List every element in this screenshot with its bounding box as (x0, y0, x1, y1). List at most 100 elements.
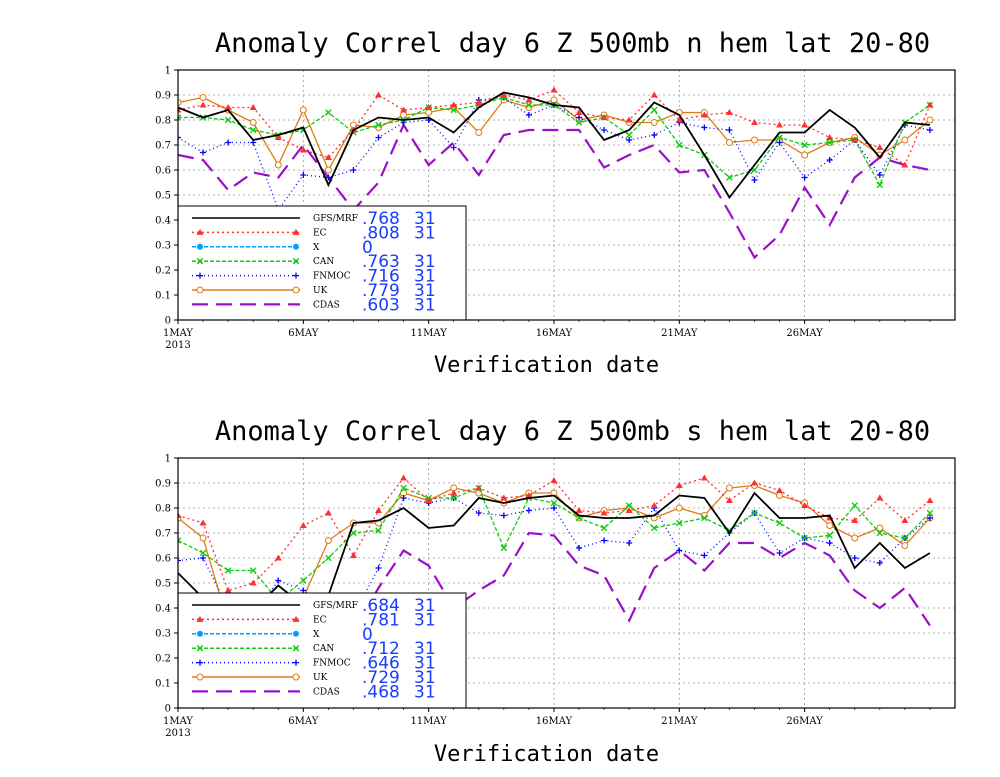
data-point (274, 134, 282, 140)
y-tick-label: 0.4 (155, 216, 171, 227)
data-point (801, 174, 808, 181)
legend-marker (293, 272, 299, 279)
data-point (178, 114, 182, 121)
data-point (199, 534, 207, 542)
data-point (826, 540, 833, 546)
data-point (926, 509, 934, 517)
legend-marker (196, 673, 204, 681)
data-point (224, 116, 232, 124)
data-point (776, 519, 783, 527)
legend-marker (197, 630, 203, 637)
data-point (726, 127, 733, 133)
data-point (325, 174, 332, 181)
data-point (926, 116, 934, 124)
data-point (675, 519, 683, 527)
legend: GFS/MRF .684 31 EC .781 31 X 0 CAN .712 31 FNMOC .64… (177, 592, 467, 709)
data-point (675, 116, 683, 123)
legend-marker (196, 615, 204, 622)
data-point (325, 109, 332, 116)
y-tick-label: 0.5 (155, 191, 171, 202)
data-point (876, 529, 884, 537)
data-point (300, 172, 307, 178)
data-point (575, 119, 583, 126)
x-tick-label: 11MAY (410, 716, 447, 727)
legend-series-score: .779 (362, 281, 400, 301)
x-tick-label: 1MAY (163, 328, 193, 339)
data-point (450, 101, 458, 108)
data-point (178, 99, 182, 106)
legend-series-score: .603 (362, 295, 400, 315)
data-point (525, 112, 532, 118)
y-tick-label: 0.7 (155, 141, 171, 152)
legend-series-score: .712 (362, 639, 400, 659)
series-gfs-mrf (178, 91, 930, 200)
data-point (650, 119, 658, 126)
legend-marker (293, 659, 299, 666)
y-tick-label: 0.7 (155, 529, 171, 540)
x-tick-label: 26MAY (786, 328, 823, 339)
x-tick-label: 1MAY (163, 716, 193, 727)
data-point (926, 101, 934, 108)
data-point (725, 139, 733, 146)
chart-title: Anomaly Correl day 6 Z 500mb n hem lat 2… (215, 28, 930, 59)
data-point (500, 512, 507, 519)
data-point (650, 502, 658, 508)
data-point (525, 492, 533, 498)
data-point (224, 587, 232, 593)
y-tick-label: 0.2 (155, 654, 171, 665)
legend-marker (197, 243, 203, 250)
y-tick-label: 0.6 (155, 166, 171, 177)
data-point (826, 139, 833, 146)
legend-series-count: 31 (414, 252, 436, 272)
data-point (249, 119, 257, 126)
data-point (776, 487, 784, 493)
data-point (826, 157, 833, 163)
legend-series-score: 0 (362, 625, 373, 645)
legend-series-count: 31 (414, 295, 436, 315)
y-tick-label: 1 (165, 66, 171, 77)
legend-series-count: 31 (414, 281, 436, 301)
legend-series-count: 31 (414, 654, 436, 674)
x-tick-year-label: 2013 (165, 340, 190, 351)
data-point (576, 114, 583, 121)
y-tick-label: 0.1 (155, 679, 171, 690)
data-point (224, 104, 232, 110)
chart-panel-2: Anomaly Correl day 6 Z 500mb s hem lat 2… (155, 416, 956, 767)
x-axis-label: Verification date (434, 742, 659, 767)
data-point (450, 494, 458, 502)
data-point (750, 479, 758, 486)
data-point (375, 507, 383, 513)
legend-marker (197, 659, 203, 666)
legend-series-name: GFS/MRF (313, 214, 358, 224)
data-point (500, 494, 508, 501)
legend-series-count: 31 (414, 668, 436, 688)
y-tick-label: 1 (165, 454, 171, 465)
x-tick-label: 6MAY (288, 328, 318, 339)
data-point (650, 524, 658, 532)
legend-marker (292, 673, 300, 681)
legend-series-count: 31 (414, 639, 436, 659)
x-tick-label: 21MAY (661, 716, 698, 727)
series-line (178, 96, 931, 212)
legend-marker (196, 228, 204, 235)
data-point (576, 545, 583, 551)
data-point (550, 86, 558, 93)
legend-marker (196, 286, 204, 294)
data-point (926, 515, 933, 521)
data-point (200, 555, 207, 561)
data-point (751, 509, 758, 517)
legend-marker (292, 286, 300, 294)
x-tick-label: 21MAY (661, 328, 698, 339)
x-tick-year-label: 2013 (165, 728, 190, 739)
data-point (299, 106, 307, 114)
x-tick-label: 11MAY (410, 328, 447, 339)
data-point (199, 519, 207, 526)
data-point (274, 161, 282, 169)
data-point (776, 492, 784, 499)
data-point (249, 104, 257, 110)
legend-series-name: FNMOC (313, 659, 351, 669)
y-tick-label: 0.1 (155, 291, 171, 302)
legend-series-name: EC (313, 228, 327, 238)
data-point (700, 111, 708, 118)
legend-series-score: .468 (362, 682, 400, 702)
